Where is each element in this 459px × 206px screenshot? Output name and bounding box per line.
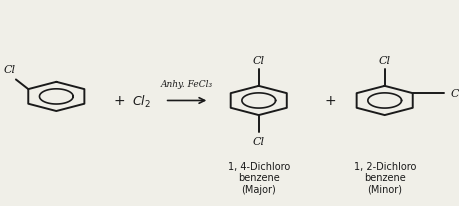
Text: Anhy. FeCl₃: Anhy. FeCl₃ (161, 80, 213, 89)
Text: Cl: Cl (253, 55, 265, 65)
Text: Cl: Cl (379, 55, 391, 65)
Text: 1, 4-Dichloro
benzene
(Major): 1, 4-Dichloro benzene (Major) (228, 161, 290, 194)
Text: 1, 2-Dichloro
benzene
(Minor): 1, 2-Dichloro benzene (Minor) (353, 161, 416, 194)
Text: Cl: Cl (451, 89, 459, 99)
Text: +: + (325, 94, 336, 108)
Text: Cl: Cl (3, 65, 15, 75)
Text: Cl: Cl (253, 137, 265, 147)
Text: $\mathit{Cl_2}$: $\mathit{Cl_2}$ (132, 93, 151, 109)
Text: +: + (113, 94, 125, 108)
